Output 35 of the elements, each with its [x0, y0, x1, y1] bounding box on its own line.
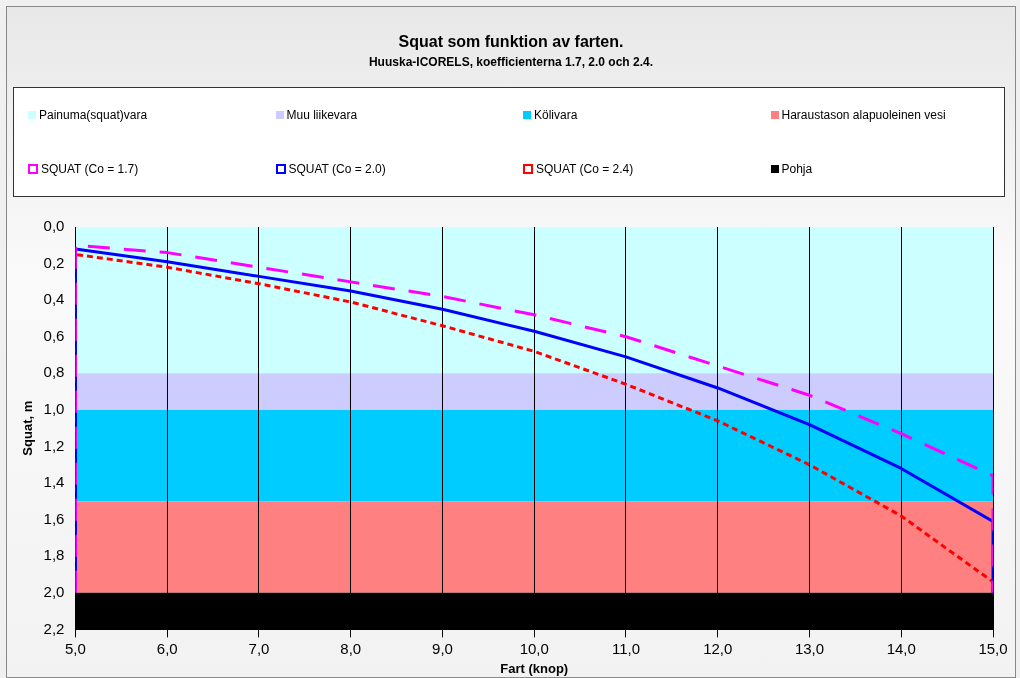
y-tick-label: 1,2 — [43, 436, 65, 454]
y-tick-label: 0,2 — [43, 253, 65, 271]
y-tick-label: 1,6 — [43, 509, 65, 527]
x-tick-label: 13,0 — [794, 639, 825, 657]
y-tick-label: 2,0 — [43, 582, 65, 600]
legend-label: Haraustason alapuoleinen vesi — [780, 108, 947, 122]
legend-label: SQUAT (Co = 2.0) — [287, 162, 387, 176]
x-tick-label: 8,0 — [340, 639, 362, 657]
x-tick-label: 7,0 — [248, 639, 270, 657]
y-axis-title: Squat, m — [20, 400, 36, 456]
x-tick-label: 12,0 — [703, 639, 733, 657]
legend-label: Kölivara — [533, 108, 579, 122]
y-tick-label: 0,0 — [43, 217, 65, 235]
x-axis-title: Fart (knop) — [500, 660, 569, 676]
x-tick-label: 11,0 — [611, 639, 641, 657]
x-tick-label: 15,0 — [978, 639, 1008, 657]
legend-label: SQUAT (Co = 1.7) — [40, 162, 140, 176]
x-tick-label: 9,0 — [432, 639, 453, 657]
y-tick-label: 1,4 — [43, 473, 65, 491]
y-tick-label: 0,4 — [43, 290, 65, 308]
y-tick-label: 0,6 — [43, 326, 65, 344]
legend-label: Pohja — [780, 162, 814, 176]
x-tick-label: 6,0 — [156, 639, 178, 657]
x-tick-label: 5,0 — [65, 639, 86, 657]
y-tick-label: 1,0 — [43, 400, 65, 418]
x-tick-label: 10,0 — [519, 639, 549, 657]
chart-subtitle: Huuska-ICORELS, koefficienterna 1.7, 2.0 och 2.4. — [367, 55, 655, 69]
y-tick-label: 1,8 — [43, 546, 65, 564]
chart-title: Squat som funktion av farten. — [397, 33, 625, 51]
y-tick-label: 2,2 — [43, 619, 65, 637]
legend-label: Muu liikevara — [285, 108, 359, 122]
y-tick-label: 0,8 — [43, 363, 65, 381]
x-tick-label: 14,0 — [886, 639, 916, 657]
legend-label: Painuma(squat)vara — [38, 108, 149, 122]
legend-label: SQUAT (Co = 2.4) — [535, 162, 635, 176]
